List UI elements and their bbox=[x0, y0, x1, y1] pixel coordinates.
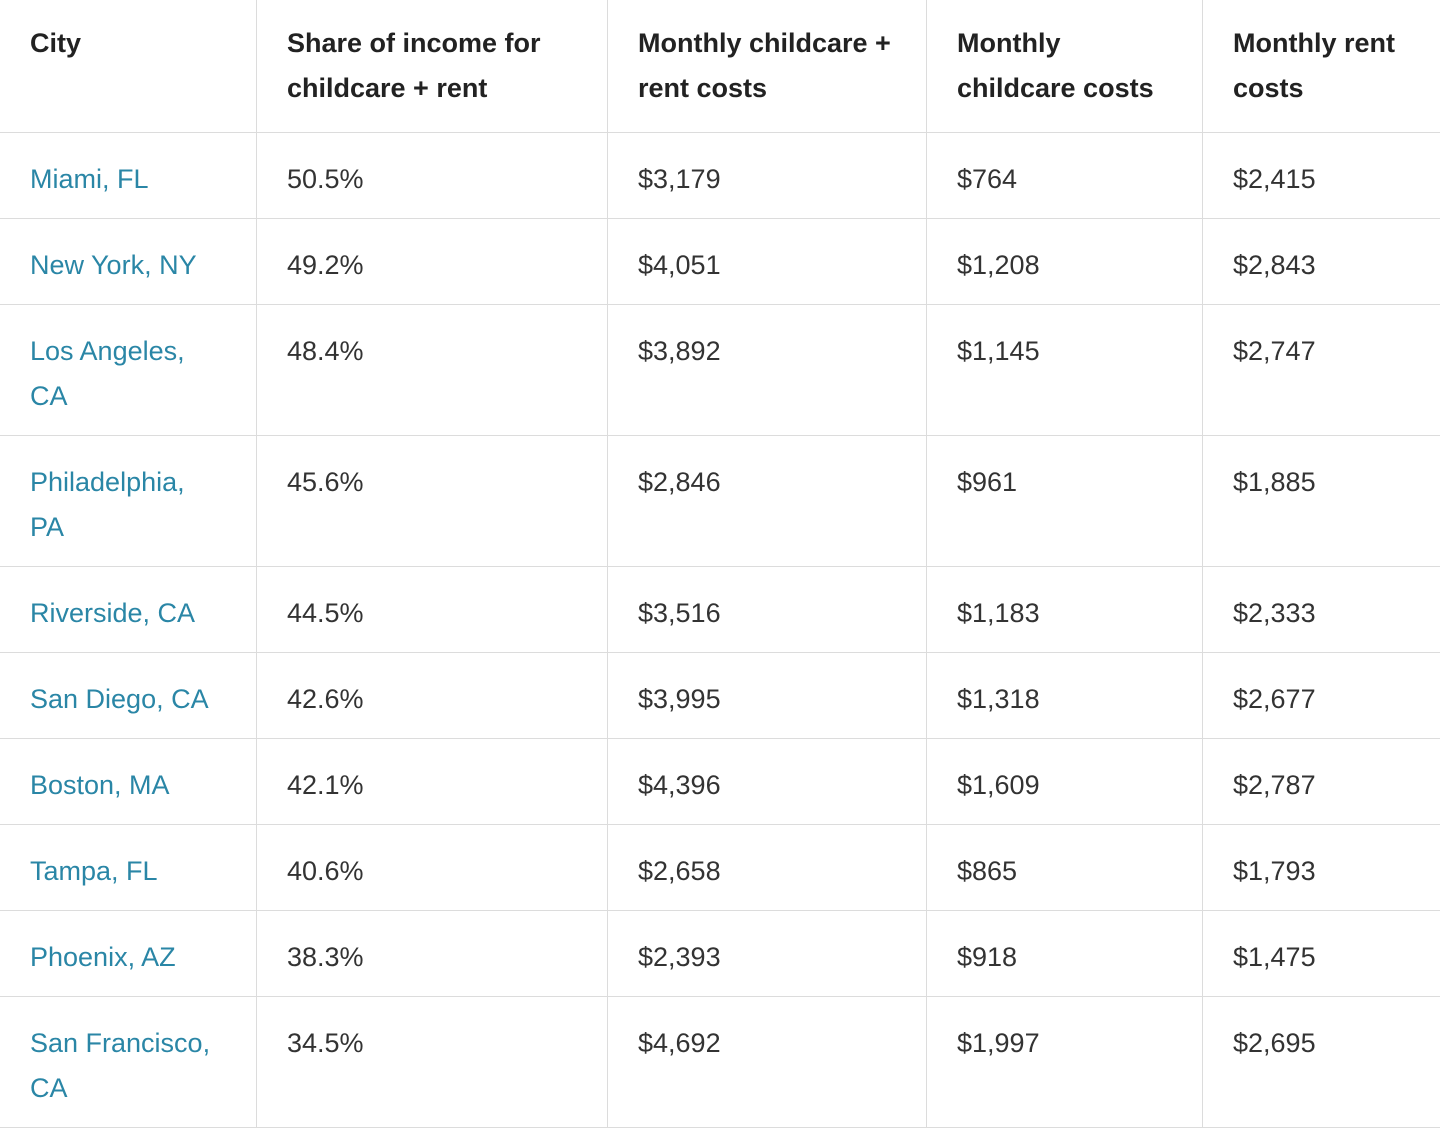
table-cell: $1,793 bbox=[1203, 825, 1440, 911]
table-cell: 44.5% bbox=[257, 567, 608, 653]
table-cell: $2,393 bbox=[608, 911, 927, 997]
table-cell: $2,333 bbox=[1203, 567, 1440, 653]
table-cell: $3,995 bbox=[608, 653, 927, 739]
table-cell: $1,609 bbox=[927, 739, 1203, 825]
table-cell: $4,396 bbox=[608, 739, 927, 825]
table-cell: 38.3% bbox=[257, 911, 608, 997]
column-header: City bbox=[0, 0, 257, 133]
table-cell: $1,145 bbox=[927, 305, 1203, 436]
table-cell: $1,475 bbox=[1203, 911, 1440, 997]
table-cell: $3,179 bbox=[608, 133, 927, 219]
table-cell: $1,318 bbox=[927, 653, 1203, 739]
table-cell: $4,692 bbox=[608, 997, 927, 1128]
city-link[interactable]: Riverside, CA bbox=[0, 567, 257, 653]
city-link[interactable]: Boston, MA bbox=[0, 739, 257, 825]
table-cell: 50.5% bbox=[257, 133, 608, 219]
table-cell: 45.6% bbox=[257, 436, 608, 567]
table-cell: 34.5% bbox=[257, 997, 608, 1128]
table-cell: $3,516 bbox=[608, 567, 927, 653]
table-cell: $2,415 bbox=[1203, 133, 1440, 219]
column-header: Monthly childcare + rent costs bbox=[608, 0, 927, 133]
table-cell: $2,846 bbox=[608, 436, 927, 567]
table-cell: 42.1% bbox=[257, 739, 608, 825]
city-link[interactable]: San Francisco, CA bbox=[0, 997, 257, 1128]
table-cell: 40.6% bbox=[257, 825, 608, 911]
table-cell: 42.6% bbox=[257, 653, 608, 739]
table-cell: $961 bbox=[927, 436, 1203, 567]
table-cell: $4,051 bbox=[608, 219, 927, 305]
column-header: Share of income for childcare + rent bbox=[257, 0, 608, 133]
table-cell: $918 bbox=[927, 911, 1203, 997]
table-cell: $865 bbox=[927, 825, 1203, 911]
table-cell: $2,787 bbox=[1203, 739, 1440, 825]
city-link[interactable]: Phoenix, AZ bbox=[0, 911, 257, 997]
table-cell: 48.4% bbox=[257, 305, 608, 436]
table-cell: $1,183 bbox=[927, 567, 1203, 653]
table-cell: $764 bbox=[927, 133, 1203, 219]
table-cell: $2,677 bbox=[1203, 653, 1440, 739]
table-cell: 49.2% bbox=[257, 219, 608, 305]
city-link[interactable]: San Diego, CA bbox=[0, 653, 257, 739]
city-link[interactable]: Miami, FL bbox=[0, 133, 257, 219]
table-cell: $2,695 bbox=[1203, 997, 1440, 1128]
table-cell: $3,892 bbox=[608, 305, 927, 436]
table-cell: $1,208 bbox=[927, 219, 1203, 305]
table-cell: $1,997 bbox=[927, 997, 1203, 1128]
table-cell: $2,658 bbox=[608, 825, 927, 911]
table-cell: $2,747 bbox=[1203, 305, 1440, 436]
column-header: Monthly childcare costs bbox=[927, 0, 1203, 133]
table-cell: $2,843 bbox=[1203, 219, 1440, 305]
column-header: Monthly rent costs bbox=[1203, 0, 1440, 133]
city-link[interactable]: Philadelphia, PA bbox=[0, 436, 257, 567]
city-link[interactable]: New York, NY bbox=[0, 219, 257, 305]
city-link[interactable]: Los Angeles, CA bbox=[0, 305, 257, 436]
city-link[interactable]: Tampa, FL bbox=[0, 825, 257, 911]
table-cell: $1,885 bbox=[1203, 436, 1440, 567]
